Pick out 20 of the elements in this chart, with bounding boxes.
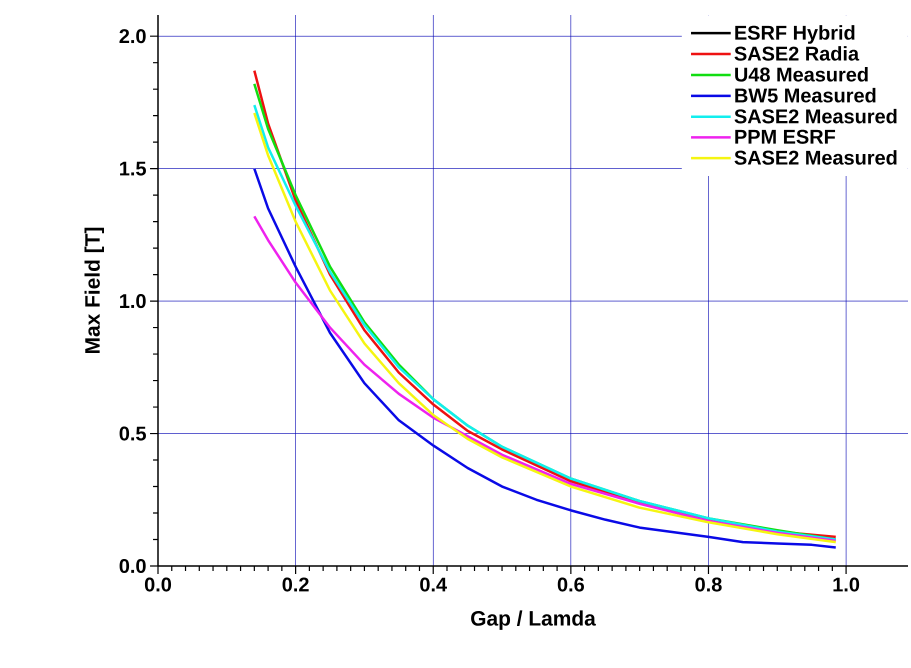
x-tick-label: 0.6 (558, 577, 584, 592)
legend-label: PPM ESRF (735, 130, 836, 144)
y-tick-label: 1.0 (120, 294, 146, 308)
y-axis-title: Max Field [T] (84, 228, 104, 354)
x-tick-label: 1.0 (833, 577, 860, 592)
legend-label: SASE2 Measured (734, 108, 897, 124)
legend-label: BW5 Measured (735, 88, 876, 103)
legend-label: U48 Measured (735, 66, 868, 82)
x-tick-label: 0.0 (144, 577, 172, 592)
legend-label: SASE2 Measured (734, 150, 897, 165)
y-tick-label: 0.0 (120, 558, 146, 574)
x-tick-label: 0.8 (695, 577, 722, 592)
y-tick-label: 2.0 (120, 29, 146, 44)
x-tick-label: 0.2 (282, 577, 309, 592)
legend-label: ESRF Hybrid (735, 25, 854, 44)
legend-label: SASE2 Radia (734, 46, 860, 61)
x-tick-label: 0.4 (420, 577, 447, 592)
x-axis-title: Gap / Lamda (471, 610, 596, 630)
y-tick-label: 1.5 (120, 162, 146, 176)
y-tick-label: 0.5 (120, 426, 146, 441)
